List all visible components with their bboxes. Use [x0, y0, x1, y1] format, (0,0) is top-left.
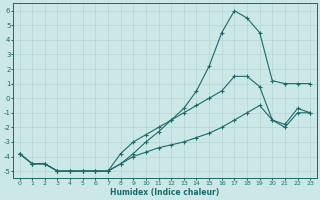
X-axis label: Humidex (Indice chaleur): Humidex (Indice chaleur): [110, 188, 220, 197]
